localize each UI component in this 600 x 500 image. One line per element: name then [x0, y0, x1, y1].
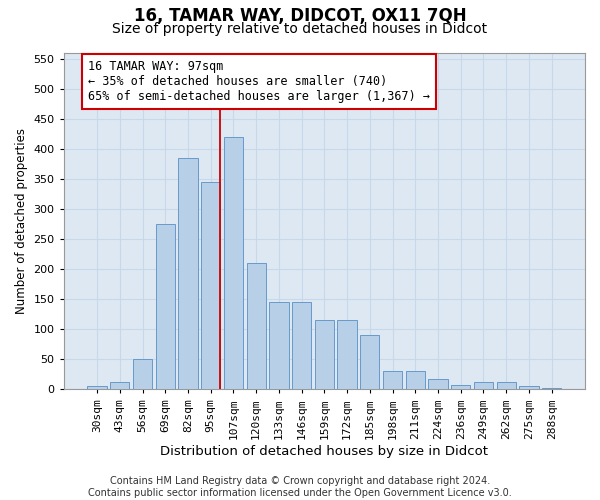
Bar [474, 382, 493, 390]
Bar [88, 386, 107, 390]
Bar [110, 382, 130, 390]
Bar [269, 302, 289, 390]
Bar [406, 372, 425, 390]
Text: 16 TAMAR WAY: 97sqm
← 35% of detached houses are smaller (740)
65% of semi-detac: 16 TAMAR WAY: 97sqm ← 35% of detached ho… [88, 60, 430, 102]
Bar [292, 302, 311, 390]
Bar [383, 372, 402, 390]
Bar [337, 320, 357, 390]
Bar [519, 386, 539, 390]
Bar [497, 382, 516, 390]
Bar [428, 378, 448, 390]
Bar [542, 388, 562, 390]
Bar [314, 320, 334, 390]
Bar [155, 224, 175, 390]
Bar [224, 136, 243, 390]
Bar [247, 263, 266, 390]
Text: 16, TAMAR WAY, DIDCOT, OX11 7QH: 16, TAMAR WAY, DIDCOT, OX11 7QH [134, 8, 466, 26]
Bar [360, 336, 379, 390]
Y-axis label: Number of detached properties: Number of detached properties [15, 128, 28, 314]
Text: Size of property relative to detached houses in Didcot: Size of property relative to detached ho… [112, 22, 488, 36]
Bar [451, 384, 470, 390]
Text: Contains HM Land Registry data © Crown copyright and database right 2024.
Contai: Contains HM Land Registry data © Crown c… [88, 476, 512, 498]
Bar [133, 360, 152, 390]
Bar [178, 158, 197, 390]
X-axis label: Distribution of detached houses by size in Didcot: Distribution of detached houses by size … [160, 444, 488, 458]
Bar [201, 182, 220, 390]
